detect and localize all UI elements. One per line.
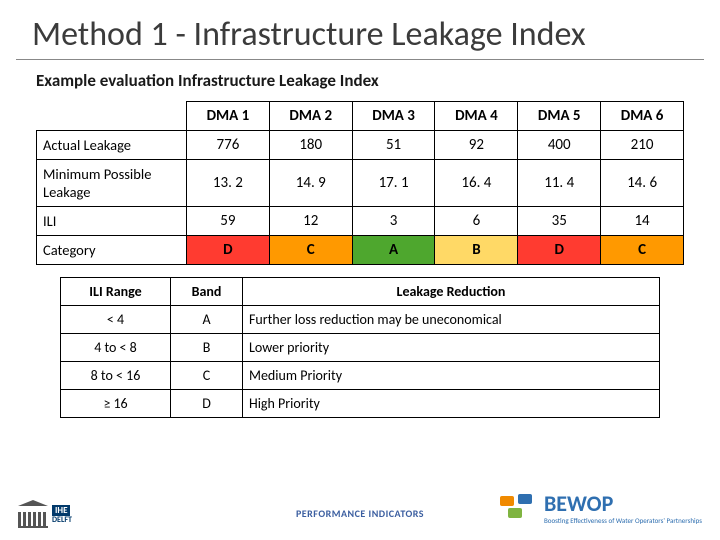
row-label: Category	[37, 236, 187, 265]
table-row: Actual Leakage 776 180 51 92 400 210	[37, 131, 684, 160]
category-cell: D	[518, 236, 601, 265]
dma-col-header: DMA 6	[601, 102, 684, 131]
band-letter: B	[171, 334, 243, 362]
category-cell: B	[435, 236, 518, 265]
cell: 12	[269, 207, 352, 236]
bewop-subtext: Boosting Effectiveness of Water Operator…	[544, 516, 702, 525]
bewop-icon	[498, 494, 538, 526]
band-col-header: Leakage Reduction	[243, 278, 660, 306]
cell: 16. 4	[435, 160, 518, 207]
dma-table: DMA 1 DMA 2 DMA 3 DMA 4 DMA 5 DMA 6 Actu…	[36, 101, 684, 265]
table-row: ≥ 16 D High Priority	[61, 390, 660, 418]
cell: 14. 6	[601, 160, 684, 207]
cell: 3	[352, 207, 435, 236]
cell: 210	[601, 131, 684, 160]
table-row: < 4 A Further loss reduction may be unec…	[61, 306, 660, 334]
cell: 17. 1	[352, 160, 435, 207]
ili-range: ≥ 16	[61, 390, 171, 418]
row-label: Actual Leakage	[37, 131, 187, 160]
page-subtitle: Example evaluation Infrastructure Leakag…	[0, 70, 720, 101]
band-col-header: ILI Range	[61, 278, 171, 306]
bewop-logo: BEWOP Boosting Effectiveness of Water Op…	[498, 494, 702, 526]
cell: 776	[187, 131, 270, 160]
cell: 13. 2	[187, 160, 270, 207]
table-row: Minimum Possible Leakage 13. 2 14. 9 17.…	[37, 160, 684, 207]
band-col-header: Band	[171, 278, 243, 306]
ihe-delft-icon: IHE DELFT	[52, 505, 72, 524]
cell: 180	[269, 131, 352, 160]
dma-header-row: DMA 1 DMA 2 DMA 3 DMA 4 DMA 5 DMA 6	[37, 102, 684, 131]
category-cell: C	[601, 236, 684, 265]
band-letter: D	[171, 390, 243, 418]
cell: 14	[601, 207, 684, 236]
unesco-ihe-logo: IHE DELFT	[18, 500, 72, 528]
cell: 92	[435, 131, 518, 160]
cell: 51	[352, 131, 435, 160]
page-title: Method 1 - Infrastructure Leakage Index	[16, 0, 704, 60]
band-header-row: ILI Range Band Leakage Reduction	[61, 278, 660, 306]
dma-col-header: DMA 1	[187, 102, 270, 131]
row-label: ILI	[37, 207, 187, 236]
ili-range: 4 to < 8	[61, 334, 171, 362]
dma-corner-cell	[37, 102, 187, 131]
cell: 400	[518, 131, 601, 160]
row-label: Minimum Possible Leakage	[37, 160, 187, 207]
cell: 6	[435, 207, 518, 236]
table-row: ILI 59 12 3 6 35 14	[37, 207, 684, 236]
ili-range: 8 to < 16	[61, 362, 171, 390]
band-letter: C	[171, 362, 243, 390]
cell: 59	[187, 207, 270, 236]
category-cell: D	[187, 236, 270, 265]
category-cell: C	[269, 236, 352, 265]
band-letter: A	[171, 306, 243, 334]
band-desc: High Priority	[243, 390, 660, 418]
category-cell: A	[352, 236, 435, 265]
bewop-text: BEWOP	[544, 495, 702, 514]
cell: 35	[518, 207, 601, 236]
footer-label: PERFORMANCE INDICATORS	[296, 507, 424, 520]
unesco-icon	[18, 500, 48, 528]
dma-col-header: DMA 5	[518, 102, 601, 131]
table-row: 8 to < 16 C Medium Priority	[61, 362, 660, 390]
category-row: Category D C A B D C	[37, 236, 684, 265]
band-desc: Medium Priority	[243, 362, 660, 390]
dma-col-header: DMA 3	[352, 102, 435, 131]
band-desc: Lower priority	[243, 334, 660, 362]
table-row: 4 to < 8 B Lower priority	[61, 334, 660, 362]
band-desc: Further loss reduction may be uneconomic…	[243, 306, 660, 334]
band-table: ILI Range Band Leakage Reduction < 4 A F…	[60, 277, 660, 418]
cell: 11. 4	[518, 160, 601, 207]
cell: 14. 9	[269, 160, 352, 207]
dma-col-header: DMA 2	[269, 102, 352, 131]
dma-col-header: DMA 4	[435, 102, 518, 131]
ili-range: < 4	[61, 306, 171, 334]
